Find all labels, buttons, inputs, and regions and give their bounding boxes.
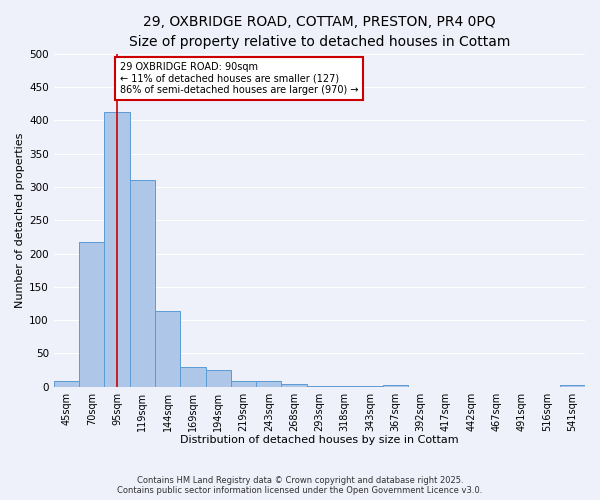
X-axis label: Distribution of detached houses by size in Cottam: Distribution of detached houses by size … — [180, 435, 459, 445]
Text: Contains HM Land Registry data © Crown copyright and database right 2025.
Contai: Contains HM Land Registry data © Crown c… — [118, 476, 482, 495]
Y-axis label: Number of detached properties: Number of detached properties — [15, 132, 25, 308]
Bar — [155, 311, 180, 386]
Bar — [281, 384, 307, 386]
Bar — [79, 242, 104, 386]
Bar — [54, 382, 79, 386]
Bar — [560, 384, 585, 386]
Bar — [383, 384, 408, 386]
Title: 29, OXBRIDGE ROAD, COTTAM, PRESTON, PR4 0PQ
Size of property relative to detache: 29, OXBRIDGE ROAD, COTTAM, PRESTON, PR4 … — [129, 15, 510, 48]
Bar — [231, 382, 256, 386]
Bar — [180, 366, 206, 386]
Bar — [130, 180, 155, 386]
Bar — [206, 370, 231, 386]
Bar — [104, 112, 130, 386]
Text: 29 OXBRIDGE ROAD: 90sqm
← 11% of detached houses are smaller (127)
86% of semi-d: 29 OXBRIDGE ROAD: 90sqm ← 11% of detache… — [119, 62, 358, 95]
Bar — [256, 382, 281, 386]
